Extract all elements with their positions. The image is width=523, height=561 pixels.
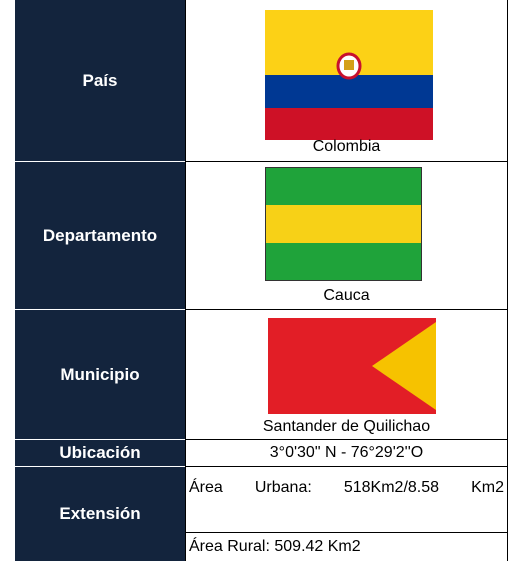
cell-text: Cauca: [323, 287, 370, 304]
cell: Colombia: [185, 0, 508, 162]
divider: [507, 0, 508, 561]
cell: Santander de Quilichao: [185, 310, 508, 440]
cell-text: Santander de Quilichao: [262, 418, 431, 435]
cell-text: 3°0'30" N - 76°29'2''O: [185, 440, 508, 467]
row-label: Ubicación: [15, 440, 185, 467]
cell: Cauca: [185, 162, 508, 310]
cauca-flag: [265, 167, 422, 281]
row-label: Departamento: [15, 162, 185, 310]
santander-flag: [268, 318, 436, 414]
cell-text: Colombia: [312, 138, 381, 155]
row-label: Municipio: [15, 310, 185, 440]
colombia-flag: [265, 10, 433, 140]
row-label: Extensión: [15, 467, 185, 561]
divider: [185, 0, 186, 561]
row-label: País: [15, 0, 185, 162]
cell-text: Área Rural: 509.42 Km2: [189, 538, 361, 555]
cell-text: Área Urbana: 518Km2/8.58 Km2: [185, 467, 508, 533]
